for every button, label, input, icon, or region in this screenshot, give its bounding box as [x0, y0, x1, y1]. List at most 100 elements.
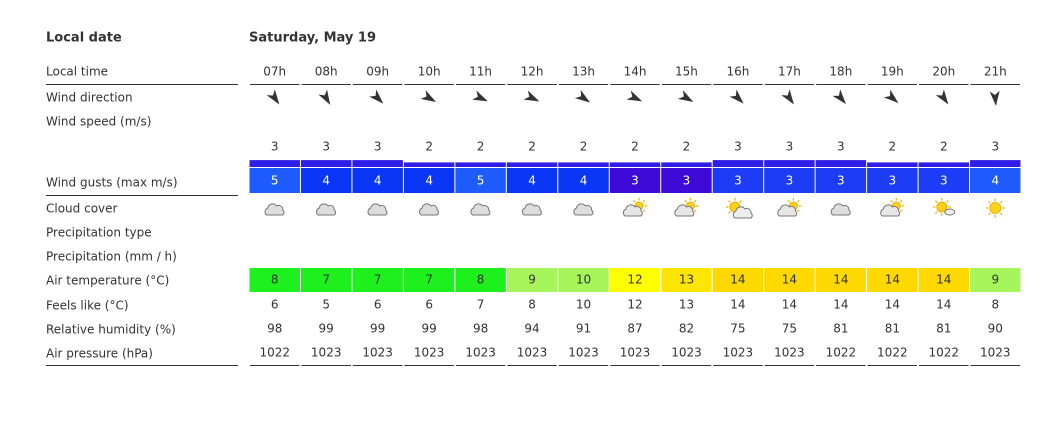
- pressure: 1023: [517, 346, 548, 360]
- weather-icon: [985, 198, 1005, 218]
- feels-like: 14: [730, 298, 745, 312]
- sun-ray: [728, 211, 731, 214]
- wind-gust: 4: [580, 174, 588, 188]
- temp-cell: [609, 268, 661, 292]
- feels-like: 14: [833, 298, 848, 312]
- hour: 07h: [263, 65, 286, 79]
- wind-gust: 4: [528, 174, 536, 188]
- row-label: Air temperature (°C): [46, 274, 169, 288]
- hour: 09h: [366, 65, 389, 79]
- humidity: 81: [833, 322, 848, 336]
- row-label: Precipitation type: [46, 226, 152, 240]
- feels-like: 5: [322, 298, 330, 312]
- feels-like: 10: [576, 298, 591, 312]
- wind-speed: 3: [374, 140, 382, 154]
- humidity: 98: [473, 322, 488, 336]
- weather-icon: [470, 203, 491, 216]
- weather-icon: [725, 198, 753, 219]
- cloud: [419, 203, 439, 216]
- row-label: Wind direction: [46, 91, 133, 105]
- wind-speed: 3: [271, 140, 279, 154]
- wind-speed-bar: [661, 162, 712, 167]
- sun-ray: [988, 212, 991, 216]
- pressure: 1023: [620, 346, 651, 360]
- feels-like: 8: [528, 298, 536, 312]
- air-temperature: 7: [374, 273, 382, 287]
- cloud: [830, 203, 851, 216]
- weather-icon: [316, 203, 336, 216]
- row-label: Feels like (°C): [46, 299, 129, 313]
- feels-like: 14: [885, 298, 900, 312]
- sun: [936, 201, 948, 213]
- humidity: 81: [936, 322, 951, 336]
- wind-speed-bar: [609, 162, 661, 167]
- pressure: 1022: [826, 346, 857, 360]
- gust-cell: [815, 168, 867, 193]
- air-temperature: 7: [425, 273, 433, 287]
- pressure: 1023: [414, 346, 445, 360]
- sun-ray: [693, 199, 697, 203]
- wind-speed: 2: [683, 140, 691, 154]
- air-temperature: 14: [782, 273, 797, 287]
- wind-arrow: [369, 89, 384, 104]
- gust-cell: [352, 168, 403, 193]
- air-temperature: 14: [936, 273, 951, 287]
- wind-speed-bar: [558, 162, 609, 167]
- humidity: 98: [267, 322, 282, 336]
- pressure: 1023: [465, 346, 496, 360]
- wind-speed: 2: [889, 140, 897, 154]
- date: Saturday, May 19: [249, 31, 376, 46]
- sun-ray: [890, 199, 893, 203]
- wind-speed: 3: [734, 140, 742, 154]
- wind-speed: 3: [837, 140, 845, 154]
- row-label: Wind gusts (max m/s): [46, 176, 178, 190]
- air-temperature: 9: [991, 273, 999, 287]
- hour: 15h: [675, 65, 698, 79]
- hour: 17h: [778, 65, 801, 79]
- wind-arrow: [781, 89, 794, 105]
- wind-speed-bar: [455, 162, 506, 167]
- temp-cell: [815, 268, 867, 292]
- cloud: [264, 203, 285, 216]
- air-temperature: 14: [885, 273, 900, 287]
- hour: 19h: [881, 65, 904, 79]
- humidity: 75: [782, 322, 797, 336]
- wind-speed-bar: [506, 162, 558, 167]
- cloud: [316, 203, 336, 216]
- feels-like: 6: [425, 298, 433, 312]
- pressure: 1022: [259, 346, 290, 360]
- wind-arrow: [472, 90, 488, 102]
- sun-ray: [739, 200, 742, 203]
- hour: 11h: [469, 65, 492, 79]
- weather-icon: [674, 198, 699, 217]
- wind-speed: 2: [940, 140, 948, 154]
- wind-speed-bar: [764, 160, 815, 167]
- pressure: 1022: [929, 346, 960, 360]
- row-label: Wind speed (m/s): [46, 115, 151, 129]
- humidity: 99: [421, 322, 436, 336]
- wind-speed: 3: [786, 140, 794, 154]
- sun-ray: [632, 199, 636, 203]
- wind-gust: 3: [683, 174, 691, 188]
- wind-speed-bar: [970, 160, 1021, 167]
- hour: 08h: [315, 65, 338, 79]
- temp-cell: [506, 268, 558, 292]
- row-label: Relative humidity (%): [46, 323, 176, 337]
- wind-arrow: [574, 89, 591, 103]
- wind-arrow: [677, 90, 694, 102]
- hour: 12h: [521, 65, 544, 79]
- row-label: Air pressure (hPa): [46, 347, 153, 361]
- feels-like: 14: [782, 298, 797, 312]
- hour: 13h: [572, 65, 595, 79]
- gust-cell: [609, 168, 661, 193]
- air-temperature: 10: [576, 273, 591, 287]
- gust-cell: [455, 168, 506, 193]
- wind-arrow: [989, 90, 1000, 106]
- weather-icon: [932, 198, 956, 216]
- air-temperature: 9: [528, 273, 536, 287]
- wind-speed: 2: [580, 140, 588, 154]
- humidity: 82: [679, 322, 694, 336]
- wind-arrow: [523, 90, 540, 102]
- row-label: Cloud cover: [46, 202, 118, 216]
